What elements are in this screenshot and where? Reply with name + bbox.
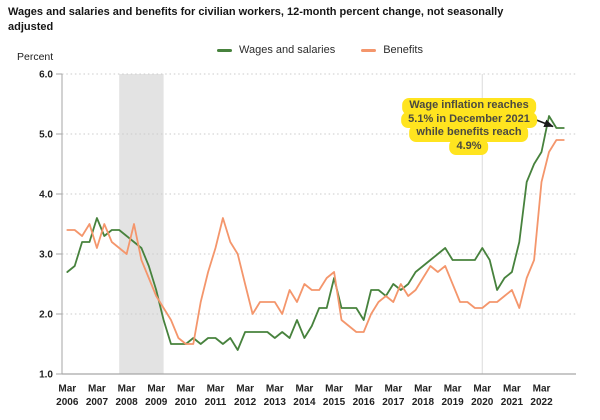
x-tick-month: Mar [473,384,491,395]
x-tick-year: 2011 [205,397,227,408]
chart-title-line2: adjusted [8,21,54,33]
x-tick-year: 2010 [175,397,198,408]
y-tick-label: 2.0 [39,310,53,321]
x-tick-month: Mar [266,384,284,395]
x-tick-month: Mar [88,384,106,395]
annotation-line-2: 5.1% in December 2021 [401,111,537,129]
y-axis-title: Percent [17,51,54,63]
x-tick-year: 2014 [293,397,316,408]
legend-swatch-wages [217,48,233,52]
x-tick-year: 2016 [353,397,376,408]
x-tick-year: 2017 [382,397,405,408]
annotation-callout: Wage inflation reaches 5.1% in December … [401,98,537,156]
x-tick-year: 2022 [530,397,553,408]
x-tick-year: 2015 [323,397,346,408]
x-tick-month: Mar [503,384,521,395]
x-tick-month: Mar [533,384,551,395]
y-tick-label: 3.0 [39,250,53,261]
chart-legend: Wages and salaries Benefits [20,44,600,56]
legend-item-wages: Wages and salaries [217,44,335,56]
x-tick-month: Mar [414,384,432,395]
x-tick-year: 2008 [115,397,138,408]
x-tick-month: Mar [58,384,76,395]
benefits-line [66,139,565,345]
chart-title: Wages and salaries and benefits for civi… [8,5,596,35]
legend-label-benefits: Benefits [383,44,423,56]
y-tick-label: 4.0 [39,190,53,201]
x-tick-month: Mar [325,384,343,395]
x-tick-year: 2009 [145,397,168,408]
x-tick-month: Mar [147,384,165,395]
x-tick-month: Mar [296,384,314,395]
annotation-line-1: Wage inflation reaches [402,98,536,115]
x-tick-year: 2021 [501,397,524,408]
x-tick-month: Mar [177,384,195,395]
x-tick-month: Mar [118,384,136,395]
x-tick-month: Mar [207,384,225,395]
legend-label-wages: Wages and salaries [239,44,336,56]
chart-title-line1: Wages and salaries and benefits for civi… [8,6,504,18]
x-tick-month: Mar [355,384,373,395]
y-tick-label: 5.0 [39,130,53,141]
legend-swatch-benefits [361,48,377,52]
legend-item-benefits: Benefits [361,44,423,56]
x-tick-year: 2018 [412,397,435,408]
x-tick-year: 2006 [56,397,79,408]
x-tick-year: 2020 [471,397,494,408]
x-tick-year: 2013 [264,397,287,408]
x-tick-year: 2019 [441,397,464,408]
x-tick-month: Mar [444,384,462,395]
x-tick-year: 2012 [234,397,257,408]
recession-band [119,74,164,374]
y-tick-label: 1.0 [39,370,53,381]
wages-and-salaries-line [66,115,565,351]
x-tick-month: Mar [384,384,402,395]
annotation-line-3: while benefits reach [409,125,529,142]
x-tick-year: 2007 [86,397,109,408]
x-tick-month: Mar [236,384,254,395]
annotation-line-4: 4.9% [449,138,489,156]
y-tick-label: 6.0 [39,70,53,81]
